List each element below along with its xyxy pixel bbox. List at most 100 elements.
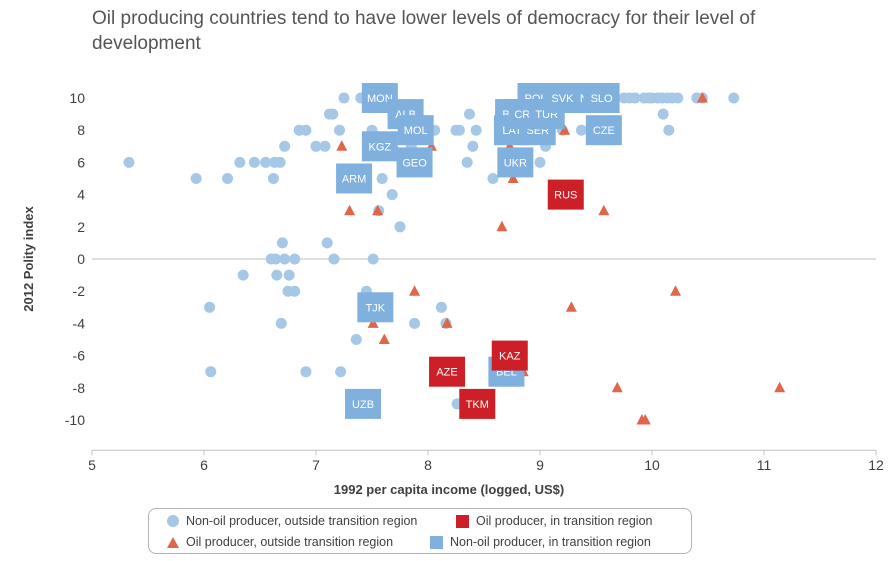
triangle-marker-icon — [167, 536, 179, 548]
y-tick-label: 2 — [77, 219, 85, 235]
data-point-circle — [467, 140, 479, 152]
data-point-circle — [409, 317, 421, 329]
non-oil-transition-country-label: CZE — [593, 125, 615, 137]
data-point-circle — [386, 189, 398, 201]
legend-item-oil-transition: Oil producer, in transition region — [456, 514, 652, 528]
x-tick-label: 5 — [88, 457, 96, 473]
data-point-triangle — [774, 381, 786, 393]
data-point-triangle — [409, 285, 421, 296]
oil-transition-country-label: TKM — [466, 399, 489, 411]
data-point-circle — [237, 269, 249, 281]
non-oil-transition-country-label: GEO — [402, 157, 427, 169]
non-oil-transition-country-label: ARM — [342, 174, 366, 186]
data-point-triangle — [696, 92, 708, 103]
non-oil-transition-country-label: TJK — [366, 302, 386, 314]
data-point-circle — [310, 140, 322, 152]
x-axis-label: 1992 per capita income (logged, US$) — [334, 482, 564, 497]
non-oil-transition-country-label: UZB — [352, 399, 374, 411]
data-point-triangle — [598, 204, 610, 216]
data-point-circle — [204, 301, 216, 313]
y-tick-label: 0 — [77, 251, 85, 267]
x-tick-label: 6 — [200, 457, 208, 473]
y-tick-label: 4 — [77, 187, 85, 203]
legend-item-non-oil-outside: Non-oil producer, outside transition reg… — [167, 514, 417, 528]
y-tick-label: -2 — [73, 283, 86, 299]
y-tick-label: 10 — [69, 90, 85, 106]
x-tick-label: 12 — [868, 457, 884, 473]
data-point-circle — [222, 173, 234, 184]
data-point-circle — [234, 156, 246, 168]
legend-label: Oil producer, in transition region — [476, 514, 653, 528]
non-oil-transition-country-box — [361, 131, 398, 162]
data-point-triangle — [565, 301, 577, 312]
oil-transition-country-box — [491, 340, 528, 371]
x-tick-label: 10 — [644, 457, 660, 473]
data-point-circle — [334, 124, 346, 136]
data-point-circle — [267, 173, 279, 184]
data-point-circle — [248, 156, 260, 168]
data-point-circle — [289, 285, 301, 297]
non-oil-transition-country-label: SVK — [551, 93, 574, 105]
data-point-circle — [728, 92, 740, 104]
data-point-circle — [672, 92, 684, 104]
red-square-marker-icon — [456, 514, 469, 528]
data-point-circle — [289, 253, 301, 265]
data-point-circle — [350, 334, 362, 345]
non-oil-transition-country-label: MON — [367, 93, 393, 105]
data-point-circle — [275, 317, 287, 329]
data-point-triangle — [378, 333, 390, 344]
non-oil-transition-country-box — [585, 115, 622, 146]
data-point-circle — [205, 366, 217, 378]
non-oil-transition-country-box — [397, 115, 434, 146]
non-oil-transition-country-box — [336, 163, 373, 194]
data-point-circle — [461, 156, 473, 168]
data-point-circle — [394, 221, 406, 233]
y-tick-label: -10 — [65, 412, 85, 428]
oil-transition-country-box — [459, 388, 496, 419]
non-oil-transition-country-box — [544, 83, 581, 113]
data-point-circle — [453, 124, 465, 136]
data-point-triangle — [496, 220, 508, 232]
non-oil-transition-country-label: MOL — [404, 125, 428, 137]
data-point-circle — [463, 108, 475, 120]
data-point-circle — [435, 301, 447, 313]
non-oil-transition-country-label: SLO — [591, 93, 613, 105]
legend-item-non-oil-transition: Non-oil producer, in transition region — [430, 535, 651, 549]
data-point-circle — [663, 124, 675, 136]
data-point-circle — [575, 124, 587, 136]
data-point-triangle — [336, 140, 348, 151]
x-tick-label: 7 — [312, 457, 320, 473]
x-tick-label: 9 — [536, 457, 544, 473]
data-point-circle — [338, 92, 350, 104]
non-oil-transition-country-box — [345, 388, 382, 419]
oil-transition-country-label: KAZ — [499, 351, 521, 363]
data-point-triangle — [441, 317, 453, 328]
data-point-circle — [190, 173, 202, 184]
data-point-circle — [279, 140, 291, 152]
oil-transition-country-label: RUS — [554, 190, 577, 202]
non-oil-transition-country-box — [583, 83, 620, 113]
data-point-circle — [335, 366, 347, 378]
data-point-triangle — [670, 285, 682, 296]
data-point-triangle — [507, 172, 519, 183]
non-oil-transition-country-box — [357, 292, 394, 323]
chart-legend: Non-oil producer, outside transition reg… — [148, 508, 692, 554]
data-point-circle — [321, 237, 333, 249]
y-tick-label: -6 — [73, 348, 86, 364]
data-point-triangle — [559, 124, 571, 135]
y-tick-label: 6 — [77, 154, 85, 170]
data-point-circle — [300, 124, 312, 136]
data-point-circle — [283, 269, 295, 281]
data-point-circle — [270, 253, 282, 265]
data-point-circle — [319, 140, 331, 152]
non-oil-transition-country-box — [396, 147, 433, 178]
data-point-circle — [123, 156, 135, 168]
oil-transition-country-box — [547, 179, 584, 210]
data-point-circle — [276, 237, 288, 249]
data-point-circle — [367, 253, 379, 265]
non-oil-transition-country-box — [497, 147, 534, 178]
data-point-triangle — [344, 204, 356, 216]
data-point-triangle — [611, 381, 623, 393]
chart-title: Oil producing countries tend to have low… — [92, 8, 756, 54]
y-axis-label: 2012 Polity index — [21, 205, 36, 311]
